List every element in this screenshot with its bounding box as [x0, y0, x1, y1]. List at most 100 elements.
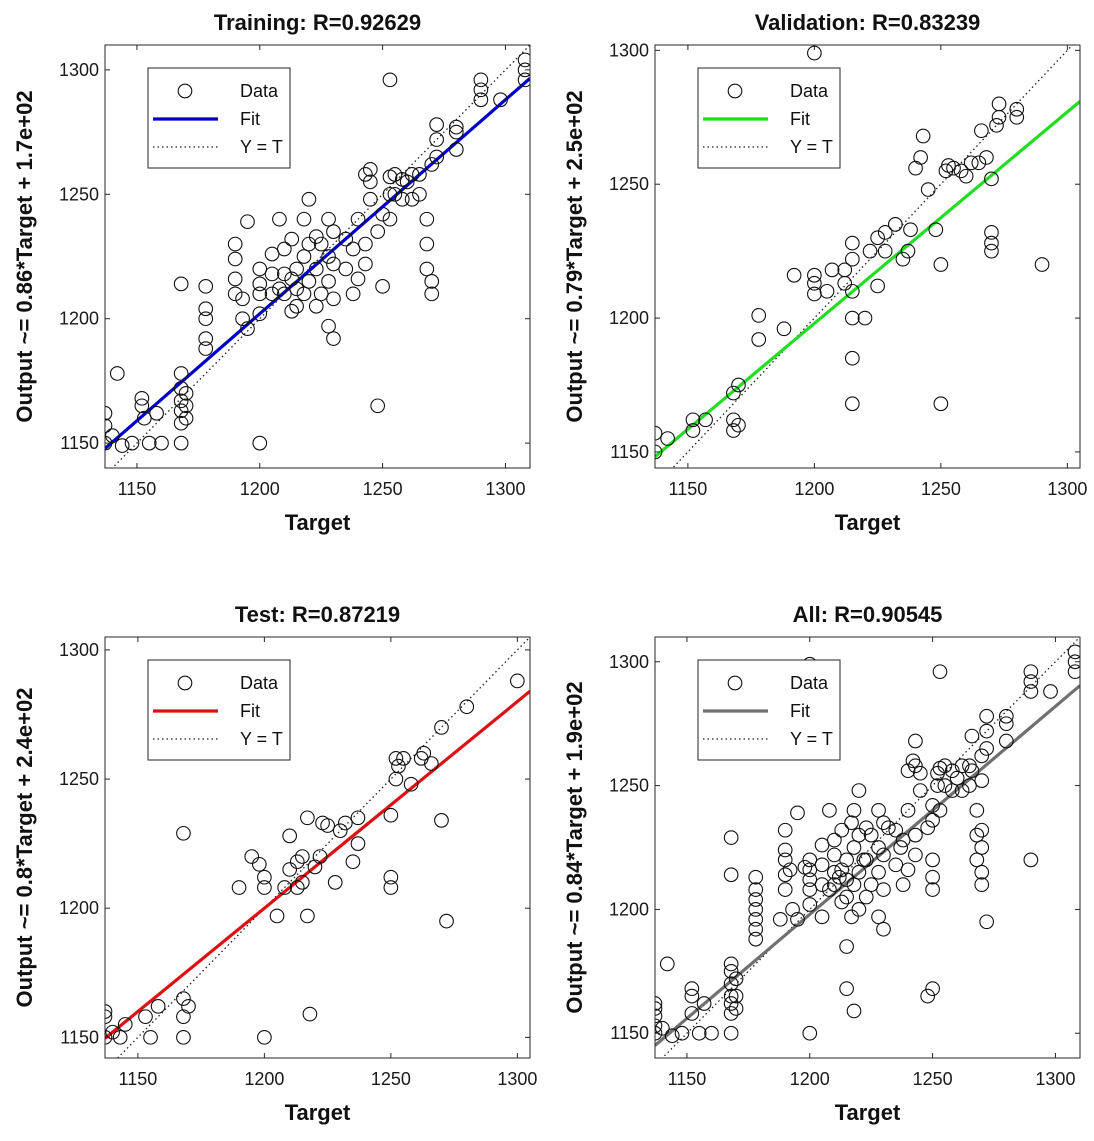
all-data-point [979, 741, 994, 756]
all-data-point [871, 840, 886, 855]
test-data-point [105, 1004, 113, 1019]
all-data-point [723, 976, 739, 992]
validation-data-point [973, 123, 989, 139]
training-data-point [375, 206, 390, 222]
training-data-point [198, 279, 214, 294]
test-data-point [434, 813, 449, 828]
all-data-point [932, 803, 948, 818]
training-data-point [173, 415, 189, 431]
test-legend-entry-1: Fit [240, 701, 260, 721]
all-legend-entry-1: Fit [790, 701, 810, 721]
validation-data-point [933, 396, 949, 412]
training-data-point [387, 167, 403, 182]
all-data-point [974, 864, 990, 880]
all-data-point [863, 877, 879, 892]
training-data-point [240, 321, 255, 337]
all-data-point [655, 1020, 670, 1036]
all-data-point [954, 758, 970, 774]
validation-legend-data-marker [727, 83, 743, 99]
all-data-point [748, 892, 764, 907]
all-data-point [858, 820, 874, 836]
training-data-point [370, 224, 386, 239]
training-data-point [358, 167, 373, 182]
test-data-point [307, 859, 323, 875]
all-data-point [659, 956, 675, 972]
test-data-point [282, 862, 298, 877]
training-y-tick-label: 1300 [59, 60, 99, 80]
all-data-point [900, 862, 916, 878]
training-data-point [173, 366, 189, 381]
test-data-point [176, 991, 191, 1006]
training-data-point [134, 390, 150, 406]
validation-data-point [807, 275, 822, 291]
validation-data-point [685, 412, 701, 428]
all-data-point [777, 867, 793, 883]
all-data-point [684, 981, 700, 997]
training-data-point [404, 167, 420, 182]
training-data-point [350, 211, 366, 227]
validation-x-tick-label: 1300 [1047, 479, 1087, 499]
training-data-point [419, 211, 435, 227]
all-data-point [691, 1025, 707, 1041]
training-data-point [284, 271, 300, 287]
test-data-point [117, 1017, 133, 1032]
all-data-point [723, 830, 739, 845]
training-data-point [517, 62, 530, 78]
all-data-point [895, 877, 911, 892]
training-data-point [136, 410, 152, 426]
validation-data-point [660, 431, 675, 446]
all-data-point [748, 921, 764, 937]
all-data-point [979, 914, 994, 930]
training-data-point [419, 261, 435, 277]
training-data-point [370, 398, 386, 414]
training-data-point [412, 167, 427, 182]
training-data-point [289, 298, 304, 314]
training-data-point [394, 191, 410, 207]
training-data-point [272, 281, 287, 297]
validation-data-point [807, 267, 822, 283]
test-data-point [112, 1029, 128, 1045]
all-data-point [998, 708, 1014, 724]
test-data-point [257, 880, 272, 895]
training-data-point [326, 256, 341, 272]
test-data-point [244, 849, 260, 864]
validation-title: Validation: R=0.83239 [755, 10, 981, 35]
training-data-point [296, 211, 312, 227]
all-y-tick-label: 1150 [610, 1023, 649, 1043]
all-data-point [900, 803, 916, 818]
all-data-point [871, 803, 886, 818]
all-data-point [822, 803, 837, 818]
all-data-point [974, 748, 990, 764]
all-data-point [932, 664, 948, 680]
validation-data-point [751, 332, 767, 347]
test-data-point [439, 913, 454, 929]
training-data-point [141, 435, 157, 451]
all-data-point [908, 758, 923, 774]
all-data-point [684, 1006, 700, 1021]
all-data-point [851, 783, 867, 798]
test-data-point [257, 869, 272, 885]
validation-data-point [844, 251, 860, 267]
validation-data-point [685, 423, 701, 438]
training-data-point [382, 72, 398, 88]
training-data-point [321, 318, 336, 334]
test-data-point [416, 745, 432, 761]
all-data-point [728, 988, 744, 1004]
all-data-point [777, 882, 793, 897]
training-x-tick-label: 1250 [363, 479, 403, 499]
all-data-point [728, 971, 744, 987]
test-data-point [300, 908, 315, 924]
all-y-tick-label: 1250 [609, 776, 649, 796]
validation-x-axis-label: Target [835, 510, 901, 535]
all-data-point [674, 1025, 690, 1041]
training-data-point [517, 72, 530, 88]
all-data-point [814, 909, 830, 925]
validation-data-point [819, 283, 835, 299]
test-legend: Data Fit Y = T [147, 659, 291, 761]
test-x-axis-label: Target [285, 1100, 351, 1125]
test-data-point [350, 810, 366, 826]
validation-y-tick-label: 1300 [609, 40, 649, 60]
training-data-point [387, 186, 403, 202]
all-x-axis-label: Target [835, 1100, 901, 1125]
